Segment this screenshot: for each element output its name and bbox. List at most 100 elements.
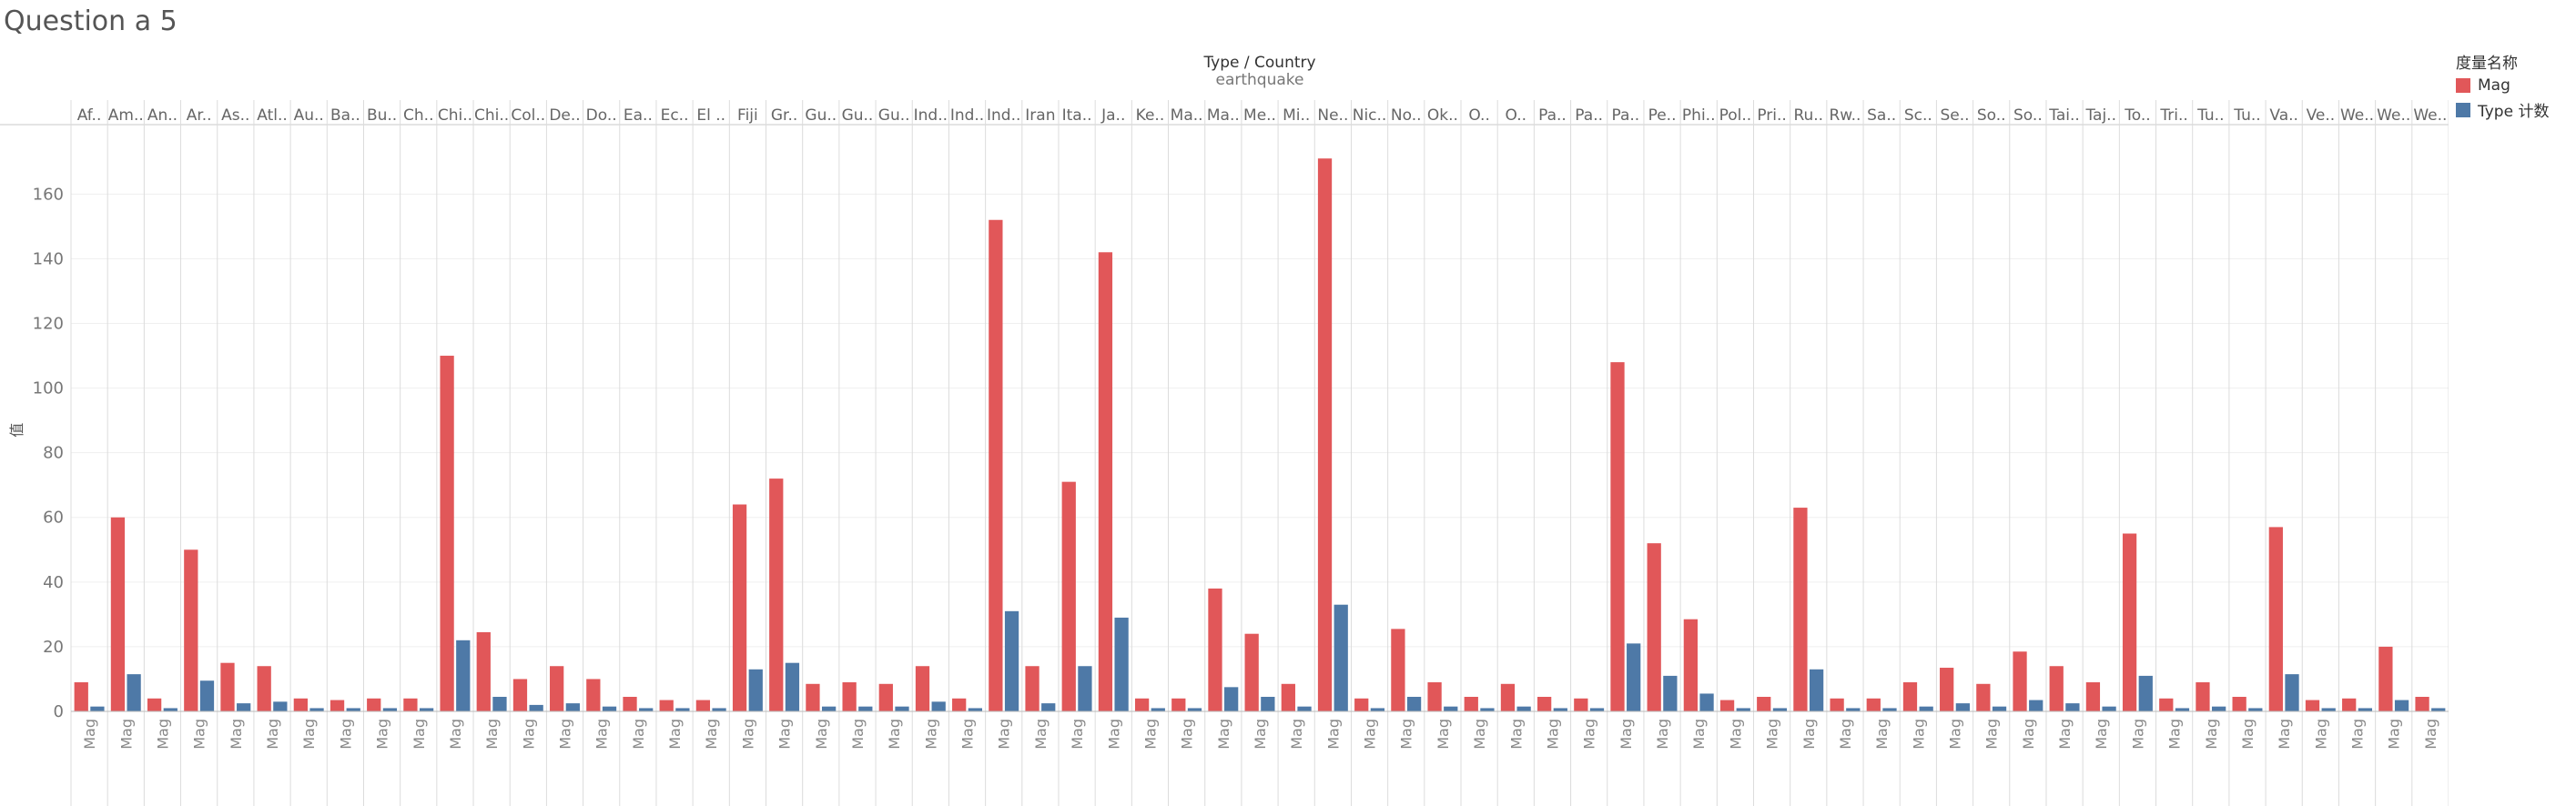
bar-mag <box>440 356 454 711</box>
legend-item-type-count[interactable]: Type 计数 <box>2456 98 2549 121</box>
bar-mag <box>1537 697 1552 711</box>
legend: 度量名称 Mag Type 计数 <box>2456 50 2549 125</box>
x-measure-label: Mag <box>447 719 464 750</box>
bar-mag <box>1902 682 1918 711</box>
x-measure-label: Mag <box>81 719 98 750</box>
bar-mag <box>1976 683 1991 711</box>
bar-type-count <box>1041 703 1056 711</box>
category-header: Ma.. <box>1207 106 1240 125</box>
x-measure-label: Mag <box>959 719 977 750</box>
bar-mag <box>842 682 857 711</box>
x-measure-label: Mag <box>2276 719 2293 750</box>
bar-mag <box>732 504 747 711</box>
x-measure-label: Mag <box>2312 719 2329 750</box>
bar-type-count <box>1553 708 1567 711</box>
bar-type-count <box>1919 706 1933 711</box>
x-measure-label: Mag <box>739 719 756 750</box>
bar-type-count <box>1078 666 1092 711</box>
category-header: Tai.. <box>2048 106 2080 125</box>
bar-mag <box>2122 533 2137 711</box>
bar-mag <box>1793 508 1808 711</box>
bar-mag <box>2305 700 2320 711</box>
bar-mag <box>1427 682 1442 711</box>
bar-mag <box>330 700 345 711</box>
category-header: Pe.. <box>1648 106 1677 125</box>
x-measure-label: Mag <box>1179 719 1196 750</box>
category-header: Au.. <box>294 106 324 125</box>
x-measure-label: Mag <box>1654 719 1671 750</box>
bar-type-count <box>199 680 215 711</box>
category-header: We.. <box>2377 106 2410 125</box>
x-measure-label: Mag <box>2386 719 2403 750</box>
bar-type-count <box>1955 703 1970 711</box>
bar-mag <box>1354 698 1369 711</box>
x-measure-label: Mag <box>1837 719 1854 750</box>
bar-mag <box>184 549 198 711</box>
x-measure-label: Mag <box>666 719 684 750</box>
x-measure-label: Mag <box>1983 719 2001 750</box>
category-header: Af.. <box>77 106 102 125</box>
x-measure-label: Mag <box>1252 719 1269 750</box>
x-measure-label: Mag <box>2166 719 2184 750</box>
category-header: Rw.. <box>1829 106 1861 125</box>
bar-type-count <box>1809 669 1824 711</box>
category-header: Pri.. <box>1757 106 1786 125</box>
bar-type-count <box>1627 643 1641 711</box>
bar-type-count <box>1114 617 1129 711</box>
bar-type-count <box>1187 708 1202 711</box>
category-header: Ru.. <box>1793 106 1823 125</box>
x-measure-label: Mag <box>1690 719 1708 750</box>
bar-type-count <box>2394 700 2409 711</box>
x-measure-label: Mag <box>520 719 537 750</box>
bar-type-count <box>1261 697 1275 711</box>
bar-type-count <box>2029 700 2044 711</box>
bar-type-count <box>1736 708 1750 711</box>
bar-mag <box>695 700 711 711</box>
legend-title: 度量名称 <box>2456 55 2518 73</box>
x-measure-label: Mag <box>483 719 501 750</box>
bar-mag <box>878 683 893 711</box>
x-measure-label: Mag <box>1764 719 1781 750</box>
legend-item-mag[interactable]: Mag <box>2456 76 2549 95</box>
bar-type-count <box>2138 675 2153 711</box>
x-measure-label: Mag <box>228 719 245 750</box>
y-tick-label: 120 <box>33 314 64 333</box>
bar-type-count <box>1334 604 1348 711</box>
category-header: Ita.. <box>1062 106 1092 125</box>
bar-mag <box>403 698 418 711</box>
legend-label-mag: Mag <box>2478 76 2510 95</box>
category-header: Am.. <box>108 106 144 125</box>
category-header: Ne.. <box>1317 106 1348 125</box>
x-measure-label: Mag <box>886 719 903 750</box>
x-measure-label: Mag <box>1435 719 1452 750</box>
bar-type-count <box>1663 675 1678 711</box>
category-header: El .. <box>696 106 725 125</box>
bar-mag <box>1830 698 1844 711</box>
bar-type-count <box>492 697 507 711</box>
bar-mag <box>2196 682 2210 711</box>
x-measure-label: Mag <box>1105 719 1122 750</box>
bar-type-count <box>1406 697 1422 711</box>
bar-mag <box>367 698 381 711</box>
category-header: Gu.. <box>878 106 910 125</box>
y-tick-label: 0 <box>54 702 64 721</box>
x-measure-label: Mag <box>703 719 720 750</box>
category-header: Ind.. <box>987 106 1020 125</box>
bar-type-count <box>821 706 837 711</box>
bar-type-count <box>1151 708 1165 711</box>
bar-type-count <box>237 703 251 711</box>
y-tick-label: 60 <box>43 509 64 528</box>
category-header: Chi.. <box>474 106 509 125</box>
x-measure-label: Mag <box>1947 719 1964 750</box>
bar-type-count <box>565 703 580 711</box>
x-measure-label: Mag <box>2203 719 2220 750</box>
category-header: Se.. <box>1940 106 1969 125</box>
bar-type-count <box>1444 706 1458 711</box>
bar-type-count <box>529 704 543 711</box>
bar-type-count <box>785 662 800 711</box>
bar-type-count <box>2102 706 2116 711</box>
x-measure-label: Mag <box>411 719 428 750</box>
bar-type-count <box>748 669 763 711</box>
bar-type-count <box>1589 708 1605 711</box>
category-header: Sc.. <box>1904 106 1932 125</box>
